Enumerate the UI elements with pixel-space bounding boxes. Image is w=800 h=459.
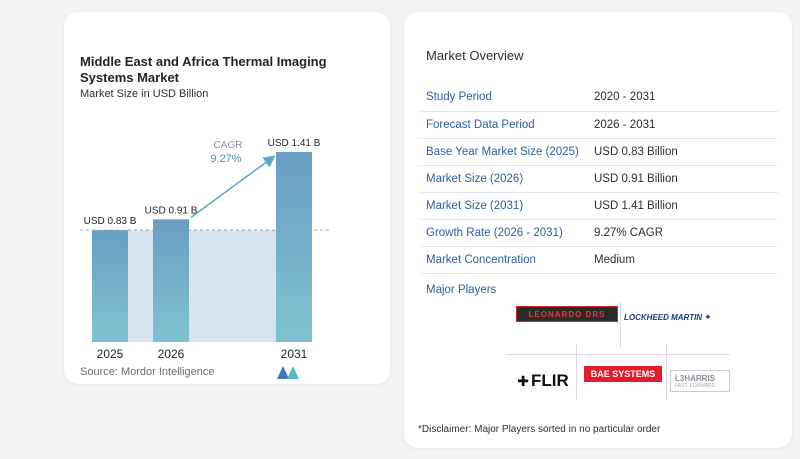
source-note: Source: Mordor Intelligence (80, 366, 215, 378)
overview-row: Market Size (2031) USD 1.41 Billion (418, 192, 778, 220)
x-tick-label: 2031 (281, 347, 308, 361)
disclaimer: *Disclaimer: Major Players sorted in no … (418, 424, 661, 435)
l3harris-logo-text: L3HARRIS (675, 373, 716, 383)
leonardo-drs-logo-text: LEONARDO DRS (528, 309, 606, 319)
bar-value-label: USD 0.83 B (84, 216, 137, 227)
market-overview-table: Study Period 2020 - 2031 Forecast Data Per… (418, 84, 778, 274)
overview-key: Growth Rate (2026 - 2031) (418, 219, 588, 247)
cagr-arrow (190, 155, 276, 218)
overview-row: Study Period 2020 - 2031 (418, 84, 778, 112)
l3harris-logo: L3HARRIS FAST. FORWARD. (670, 370, 730, 392)
cagr-value: 9.27% (210, 153, 241, 165)
lockheed-star-icon: ✦ (704, 311, 712, 322)
overview-key: Market Concentration (418, 246, 588, 274)
leonardo-drs-logo: LEONARDO DRS (516, 306, 618, 322)
overview-row: Base Year Market Size (2025) USD 0.83 Bil… (418, 138, 778, 166)
overview-row: Market Size (2026) USD 0.91 Billion (418, 165, 778, 193)
lockheed-martin-logo-text: LOCKHEED MARTIN (624, 312, 703, 322)
mordor-logo-icon (277, 366, 299, 379)
bar-value-label: USD 1.41 B (268, 138, 321, 149)
major-players-title: Major Players (426, 284, 497, 296)
overview-value: 2026 - 2031 (588, 111, 778, 139)
chart-subtitle: Market Size in USD Billion (80, 88, 209, 100)
overview-value: Medium (588, 246, 778, 274)
flir-mark-icon: ✚ (517, 372, 529, 389)
flir-logo: ✚ FLIR (512, 370, 574, 392)
bae-systems-logo-text: BAE SYSTEMS (590, 369, 656, 379)
overview-key: Study Period (418, 84, 588, 112)
overview-key: Market Size (2031) (418, 192, 588, 220)
overview-row: Growth Rate (2026 - 2031) 9.27% CAGR (418, 219, 778, 247)
overview-key: Base Year Market Size (2025) (418, 138, 588, 166)
overview-value: 2020 - 2031 (588, 84, 778, 112)
overview-key: Market Size (2026) (418, 165, 588, 193)
overview-row: Forecast Data Period 2026 - 2031 (418, 111, 778, 139)
logo-divider (620, 302, 621, 348)
logo-divider (666, 344, 667, 400)
overview-key: Forecast Data Period (418, 111, 588, 139)
l3harris-tagline: FAST. FORWARD. (675, 382, 717, 389)
bar (153, 219, 189, 342)
overview-value: 9.27% CAGR (588, 219, 778, 247)
overview-value: USD 1.41 Billion (588, 192, 778, 220)
overview-value: USD 0.91 Billion (588, 165, 778, 193)
logo-divider (576, 344, 577, 400)
chart-title: Middle East and Africa Thermal Imaging S… (80, 54, 327, 85)
major-players-logos: LEONARDO DRS LOCKHEED MARTIN ✦ ✚ FLIR BA… (506, 302, 736, 400)
x-tick-label: 2025 (97, 347, 124, 361)
bar (92, 230, 128, 342)
market-overview-title: Market Overview (426, 48, 524, 63)
bae-systems-logo: BAE SYSTEMS (584, 366, 662, 382)
flir-logo-text: FLIR (530, 371, 569, 390)
lockheed-martin-logo: LOCKHEED MARTIN ✦ (624, 310, 732, 324)
bar (276, 152, 312, 342)
overview-value: USD 0.83 Billion (588, 138, 778, 166)
bar-value-label: USD 0.91 B (145, 205, 198, 216)
logo-divider (506, 354, 730, 355)
overview-row: Market Concentration Medium (418, 246, 778, 274)
bar-chart: USD 0.83 B 2025 USD 0.91 B 2026 USD 1.41 B 20… (80, 138, 332, 361)
x-tick-label: 2026 (158, 347, 185, 361)
cagr-label: CAGR (214, 140, 243, 151)
